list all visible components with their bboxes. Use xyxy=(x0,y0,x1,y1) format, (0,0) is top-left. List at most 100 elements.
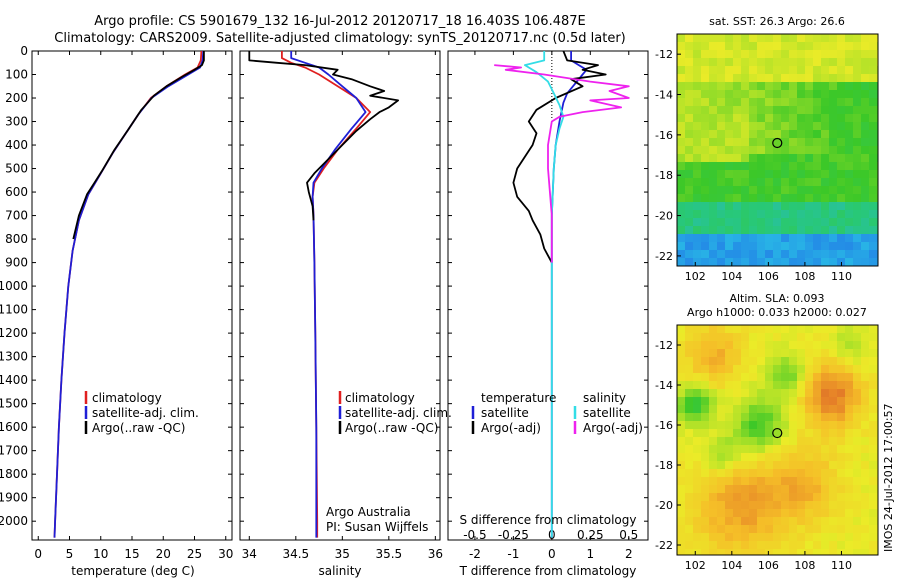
sst-map-cell xyxy=(677,202,686,211)
sla-map-cell xyxy=(741,333,750,342)
sla-map-cell xyxy=(733,453,742,462)
sla-map-cell xyxy=(805,445,814,454)
sla-map-ytick-label: -12 xyxy=(655,339,673,352)
sla-map-cell xyxy=(773,397,782,406)
sst-map-cell xyxy=(773,82,782,91)
sla-map-cell xyxy=(813,405,822,414)
sla-map-cell xyxy=(781,341,790,350)
sst-map-cell xyxy=(757,138,766,147)
sla-map-cell xyxy=(741,429,750,438)
sst-map-cell xyxy=(701,154,710,163)
salinity-legend: climatology satellite-adj. clim. Argo(..… xyxy=(338,391,452,435)
sst-map-cell xyxy=(789,66,798,75)
sla-map-cell xyxy=(757,397,766,406)
sla-map-cell xyxy=(789,549,798,555)
sst-map-cell xyxy=(837,138,846,147)
sst-map-cell xyxy=(685,226,694,235)
sla-map-cell xyxy=(709,461,718,470)
sla-map-cell xyxy=(717,341,726,350)
sla-map-cell xyxy=(757,477,766,486)
sla-map-cell xyxy=(805,429,814,438)
legend-label-climatology: climatology xyxy=(92,391,162,405)
sst-map-cell xyxy=(829,122,838,131)
sst-map-cell xyxy=(765,234,774,243)
sst-map-cell xyxy=(757,210,766,219)
sst-map-cell xyxy=(829,202,838,211)
sla-map-xtick-label: 108 xyxy=(794,559,815,572)
sst-map-xtick-label: 110 xyxy=(831,270,852,283)
sla-map-cell xyxy=(861,405,870,414)
sla-map-cell xyxy=(797,461,806,470)
sla-map-cell xyxy=(685,525,694,534)
sla-map-cell xyxy=(741,437,750,446)
sla-map-cell xyxy=(853,493,862,502)
sst-map-cell xyxy=(709,170,718,179)
sst-map-cell xyxy=(717,170,726,179)
sst-map-cell xyxy=(741,242,750,251)
sst-map-cell xyxy=(829,226,838,235)
sst-map-cell xyxy=(701,234,710,243)
sla-map-cell xyxy=(837,453,846,462)
sst-map-cell xyxy=(749,154,758,163)
sst-map-cell xyxy=(789,42,798,51)
salinity-xtick-label: 36 xyxy=(428,547,443,561)
sst-map-cell xyxy=(805,210,814,219)
sla-map-cell xyxy=(781,349,790,358)
sla-map-cell xyxy=(693,453,702,462)
sst-map-cell xyxy=(685,194,694,203)
sst-map-cell xyxy=(717,98,726,107)
sst-map-cell xyxy=(789,98,798,107)
sla-map-cell xyxy=(701,501,710,510)
sst-map-cell xyxy=(837,218,846,227)
legend-label-t-argo: Argo(-adj) xyxy=(481,421,541,435)
sla-map-cell xyxy=(869,501,878,510)
sla-map-cell xyxy=(677,349,686,358)
sst-map-cell xyxy=(789,194,798,203)
sla-map-cell xyxy=(781,493,790,502)
sst-map-xtick-label: 106 xyxy=(758,270,779,283)
sla-map-cell xyxy=(781,445,790,454)
temperature-xtick-label: 20 xyxy=(156,547,171,561)
sst-map-cell xyxy=(685,82,694,91)
sla-map-cell xyxy=(813,397,822,406)
sla-map-cell xyxy=(789,381,798,390)
sla-map-cell xyxy=(733,397,742,406)
sla-map-cell xyxy=(717,365,726,374)
sla-map-cell xyxy=(765,485,774,494)
sla-map-cell xyxy=(765,413,774,422)
sla-map-cell xyxy=(813,485,822,494)
sst-map-cell xyxy=(701,130,710,139)
sst-map-cell xyxy=(773,218,782,227)
sla-map-cell xyxy=(813,421,822,430)
sst-map-cell xyxy=(725,210,734,219)
sla-map-cell xyxy=(861,333,870,342)
temperature-ytick-label: 1500 xyxy=(0,397,28,411)
sst-map-cell xyxy=(845,170,854,179)
sla-map-cell xyxy=(821,429,830,438)
sla-map-cell xyxy=(869,485,878,494)
sst-map-cell xyxy=(709,82,718,91)
sst-map-cell xyxy=(765,202,774,211)
sst-map-cell xyxy=(725,218,734,227)
sla-map-cell xyxy=(717,405,726,414)
sla-map-cell xyxy=(797,525,806,534)
sla-map-cell xyxy=(677,429,686,438)
temperature-legend: climatology satellite-adj. clim. Argo(..… xyxy=(84,391,199,435)
sst-map-cell xyxy=(861,178,870,187)
sst-map-cell xyxy=(677,106,686,115)
sla-map-cell xyxy=(829,421,838,430)
sst-map-cell xyxy=(677,178,686,187)
sst-map-cell xyxy=(853,66,862,75)
sst-map-cell xyxy=(749,226,758,235)
sst-map-cell xyxy=(853,98,862,107)
sla-map-cell xyxy=(837,389,846,398)
sla-map-title-line2: Argo h1000: 0.033 h2000: 0.027 xyxy=(687,306,867,319)
sla-map-cell xyxy=(853,453,862,462)
sst-map-cell xyxy=(837,106,846,115)
sla-map-cell xyxy=(757,405,766,414)
sst-map-cell xyxy=(813,82,822,91)
sst-map-cell xyxy=(757,170,766,179)
difference-top-tick-label: -0.25 xyxy=(498,528,529,542)
sla-map-cell xyxy=(773,533,782,542)
sla-map-cell xyxy=(685,349,694,358)
